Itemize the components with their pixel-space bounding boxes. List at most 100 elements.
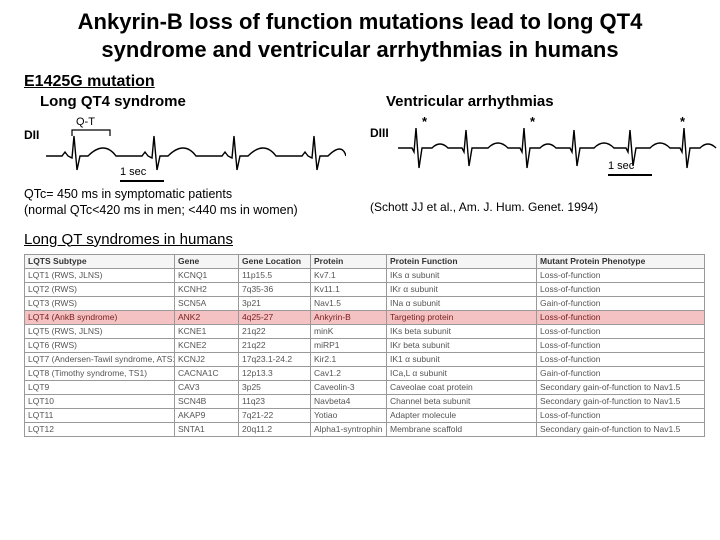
table-cell: Adapter molecule bbox=[387, 408, 537, 422]
table-cell: Caveolin-3 bbox=[311, 380, 387, 394]
table-cell: Gain-of-function bbox=[537, 296, 705, 310]
table-cell: Loss-of-function bbox=[537, 324, 705, 338]
table-cell: IKr α subunit bbox=[387, 282, 537, 296]
table-cell: INa α subunit bbox=[387, 296, 537, 310]
table-cell: Gain-of-function bbox=[537, 366, 705, 380]
table-cell: Targeting protein bbox=[387, 310, 537, 324]
table-cell: 11p15.5 bbox=[239, 268, 311, 282]
table-header-cell: Gene Location bbox=[239, 254, 311, 268]
ecg-panels: Long QT4 syndrome DII Q-T 1 sec QTc= 450… bbox=[24, 93, 696, 219]
left-scale-label: 1 sec bbox=[120, 166, 146, 178]
table-cell: IKr beta subunit bbox=[387, 338, 537, 352]
table-cell: 21q22 bbox=[239, 338, 311, 352]
table-cell: LQT11 bbox=[25, 408, 175, 422]
table-cell: Loss-of-function bbox=[537, 408, 705, 422]
left-lead-label: DII bbox=[24, 128, 39, 142]
table-cell: IKs beta subunit bbox=[387, 324, 537, 338]
mutation-heading: E1425G mutation bbox=[24, 73, 696, 91]
qt-label: Q-T bbox=[76, 116, 95, 128]
table-cell: Loss-of-function bbox=[537, 268, 705, 282]
table-cell: Yotiao bbox=[311, 408, 387, 422]
table-cell: KCNQ1 bbox=[175, 268, 239, 282]
table-cell: minK bbox=[311, 324, 387, 338]
table-cell: miRP1 bbox=[311, 338, 387, 352]
lqt-table: LQTS SubtypeGeneGene LocationProteinProt… bbox=[24, 254, 705, 437]
table-row: LQT9CAV33p25Caveolin-3Caveolae coat prot… bbox=[25, 380, 705, 394]
table-cell: Secondary gain-of-function to Nav1.5 bbox=[537, 394, 705, 408]
table-cell: Secondary gain-of-function to Nav1.5 bbox=[537, 422, 705, 436]
table-row: LQT11AKAP97q21-22YotiaoAdapter moleculeL… bbox=[25, 408, 705, 422]
table-cell: IKs α subunit bbox=[387, 268, 537, 282]
table-row: LQT2 (RWS)KCNH27q35-36Kv11.1IKr α subuni… bbox=[25, 282, 705, 296]
table-cell: Channel beta subunit bbox=[387, 394, 537, 408]
table-cell: 17q23.1-24.2 bbox=[239, 352, 311, 366]
table-cell: 3p21 bbox=[239, 296, 311, 310]
table-cell: 3p25 bbox=[239, 380, 311, 394]
table-cell: 12p13.3 bbox=[239, 366, 311, 380]
right-scale-label: 1 sec bbox=[608, 160, 634, 172]
table-cell: LQT5 (RWS, JLNS) bbox=[25, 324, 175, 338]
table-cell: LQT3 (RWS) bbox=[25, 296, 175, 310]
table-header-row: LQTS SubtypeGeneGene LocationProteinProt… bbox=[25, 254, 705, 268]
table-cell: KCNE1 bbox=[175, 324, 239, 338]
ecg-left-svg bbox=[46, 130, 346, 180]
left-scale: 1 sec bbox=[120, 166, 164, 182]
table-row: LQT1 (RWS, JLNS)KCNQ111p15.5Kv7.1IKs α s… bbox=[25, 268, 705, 282]
table-row: LQT10SCN4B11q23Navbeta4Channel beta subu… bbox=[25, 394, 705, 408]
right-scale: 1 sec bbox=[608, 160, 652, 176]
table-header-cell: Mutant Protein Phenotype bbox=[537, 254, 705, 268]
table-cell: SNTA1 bbox=[175, 422, 239, 436]
table-cell: Membrane scaffold bbox=[387, 422, 537, 436]
table-row: LQT7 (Andersen-Tawil syndrome, ATS1)KCNJ… bbox=[25, 352, 705, 366]
table-cell: Kv7.1 bbox=[311, 268, 387, 282]
table-cell: LQT1 (RWS, JLNS) bbox=[25, 268, 175, 282]
table-row: LQT4 (AnkB syndrome)ANK24q25-27Ankyrin-B… bbox=[25, 310, 705, 324]
right-scale-bar bbox=[608, 174, 652, 176]
table-cell: 20q11.2 bbox=[239, 422, 311, 436]
right-trace: DIII * * * 1 sec bbox=[370, 112, 696, 182]
table-cell: Kv11.1 bbox=[311, 282, 387, 296]
table-cell: Secondary gain-of-function to Nav1.5 bbox=[537, 380, 705, 394]
left-trace: DII Q-T 1 sec bbox=[24, 112, 350, 182]
table-cell: LQT9 bbox=[25, 380, 175, 394]
page-title: Ankyrin-B loss of function mutations lea… bbox=[0, 0, 720, 67]
right-citation: (Schott JJ et al., Am. J. Hum. Genet. 19… bbox=[370, 200, 696, 214]
table-cell: Loss-of-function bbox=[537, 282, 705, 296]
table-cell: LQT7 (Andersen-Tawil syndrome, ATS1) bbox=[25, 352, 175, 366]
table-cell: 7q35-36 bbox=[239, 282, 311, 296]
table-cell: LQT10 bbox=[25, 394, 175, 408]
table-row: LQT3 (RWS)SCN5A3p21Nav1.5INa α subunitGa… bbox=[25, 296, 705, 310]
table-cell: Loss-of-function bbox=[537, 310, 705, 324]
table-cell: Navbeta4 bbox=[311, 394, 387, 408]
table-cell: LQT8 (Timothy syndrome, TS1) bbox=[25, 366, 175, 380]
table-cell: Loss-of-function bbox=[537, 352, 705, 366]
ecg-right-svg bbox=[398, 124, 718, 174]
table-cell: KCNJ2 bbox=[175, 352, 239, 366]
table-row: LQT6 (RWS)KCNE221q22miRP1IKr beta subuni… bbox=[25, 338, 705, 352]
table-cell: Cav1.2 bbox=[311, 366, 387, 380]
table-header-cell: LQTS Subtype bbox=[25, 254, 175, 268]
table-cell: Nav1.5 bbox=[311, 296, 387, 310]
table-cell: Alpha1-syntrophin bbox=[311, 422, 387, 436]
table-cell: ICa,L α subunit bbox=[387, 366, 537, 380]
right-lead-label: DIII bbox=[370, 126, 389, 140]
table-row: LQT12SNTA120q11.2Alpha1-syntrophinMembra… bbox=[25, 422, 705, 436]
table-cell: LQT6 (RWS) bbox=[25, 338, 175, 352]
table-cell: 7q21-22 bbox=[239, 408, 311, 422]
table-cell: CAV3 bbox=[175, 380, 239, 394]
table-cell: ANK2 bbox=[175, 310, 239, 324]
table-header-cell: Gene bbox=[175, 254, 239, 268]
lower-section: Long QT syndromes in humans LQTS Subtype… bbox=[0, 219, 720, 437]
left-scale-bar bbox=[120, 180, 164, 182]
table-cell: KCNE2 bbox=[175, 338, 239, 352]
table-cell: AKAP9 bbox=[175, 408, 239, 422]
table-row: LQT5 (RWS, JLNS)KCNE121q22minKIKs beta s… bbox=[25, 324, 705, 338]
table-header-cell: Protein Function bbox=[387, 254, 537, 268]
table-cell: Caveolae coat protein bbox=[387, 380, 537, 394]
table-header-cell: Protein bbox=[311, 254, 387, 268]
table-cell: LQT2 (RWS) bbox=[25, 282, 175, 296]
left-panel-title: Long QT4 syndrome bbox=[24, 93, 350, 110]
table-cell: LQT12 bbox=[25, 422, 175, 436]
table-cell: Loss-of-function bbox=[537, 338, 705, 352]
table-cell: SCN4B bbox=[175, 394, 239, 408]
